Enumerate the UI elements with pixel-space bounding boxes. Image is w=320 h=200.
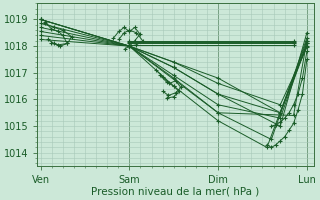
- X-axis label: Pression niveau de la mer( hPa ): Pression niveau de la mer( hPa ): [92, 187, 260, 197]
